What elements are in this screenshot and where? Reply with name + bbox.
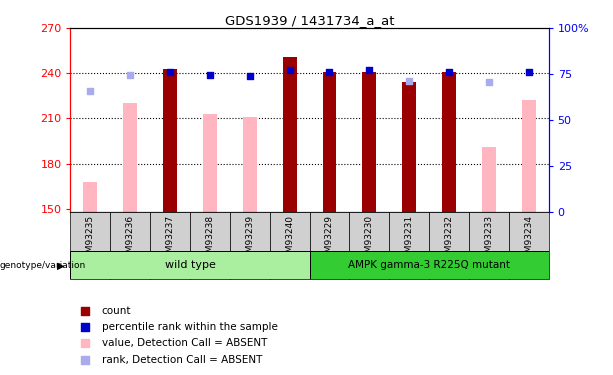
Bar — [442, 72, 456, 212]
Bar — [230, 212, 270, 279]
Text: rank, Detection Call = ABSENT: rank, Detection Call = ABSENT — [102, 355, 262, 365]
Text: GSM93230: GSM93230 — [365, 215, 374, 264]
Text: count: count — [102, 306, 131, 316]
Text: percentile rank within the sample: percentile rank within the sample — [102, 322, 278, 332]
Text: GSM93233: GSM93233 — [484, 215, 493, 264]
Point — [405, 78, 414, 84]
Text: value, Detection Call = ABSENT: value, Detection Call = ABSENT — [102, 339, 267, 348]
Bar — [310, 212, 349, 279]
Text: GSM93235: GSM93235 — [86, 215, 95, 264]
Point — [80, 324, 89, 330]
Text: GSM93239: GSM93239 — [245, 215, 254, 264]
Bar — [469, 212, 509, 279]
Bar — [123, 104, 137, 212]
Text: GSM93232: GSM93232 — [444, 215, 454, 264]
Point — [205, 72, 215, 78]
Point — [325, 69, 335, 75]
Bar — [349, 212, 389, 279]
Point — [80, 340, 89, 346]
Bar — [70, 212, 110, 279]
Bar — [283, 57, 297, 212]
Bar — [203, 114, 217, 212]
Bar — [429, 212, 469, 279]
Text: GSM93240: GSM93240 — [285, 215, 294, 264]
Text: GSM93236: GSM93236 — [126, 215, 135, 264]
Bar — [482, 147, 496, 212]
Bar — [110, 212, 150, 279]
Text: ▶: ▶ — [57, 260, 64, 270]
Bar — [322, 72, 337, 212]
Bar — [522, 100, 536, 212]
Point — [484, 80, 494, 86]
Point — [444, 69, 454, 75]
Bar — [150, 212, 190, 279]
Text: GSM93238: GSM93238 — [205, 215, 215, 264]
Bar — [310, 251, 549, 279]
Point — [245, 74, 255, 80]
Bar — [243, 117, 257, 212]
Point — [364, 67, 374, 73]
Title: GDS1939 / 1431734_a_at: GDS1939 / 1431734_a_at — [225, 14, 394, 27]
Point — [80, 357, 89, 363]
Bar — [362, 72, 376, 212]
Bar — [509, 212, 549, 279]
Text: GSM93229: GSM93229 — [325, 215, 334, 264]
Point — [86, 88, 96, 94]
Bar — [389, 212, 429, 279]
Text: wild type: wild type — [165, 260, 215, 270]
Text: genotype/variation: genotype/variation — [0, 261, 86, 270]
Point — [125, 72, 135, 78]
Text: GSM93237: GSM93237 — [166, 215, 175, 264]
Point — [284, 67, 294, 73]
Text: GSM93234: GSM93234 — [524, 215, 533, 264]
Bar — [190, 212, 230, 279]
Bar — [402, 82, 416, 212]
Point — [524, 69, 533, 75]
Bar — [270, 212, 310, 279]
Point — [80, 308, 89, 314]
Bar — [70, 251, 310, 279]
Bar — [83, 182, 97, 212]
Text: AMPK gamma-3 R225Q mutant: AMPK gamma-3 R225Q mutant — [348, 260, 510, 270]
Point — [166, 69, 175, 75]
Bar — [163, 69, 177, 212]
Text: GSM93231: GSM93231 — [405, 215, 414, 264]
